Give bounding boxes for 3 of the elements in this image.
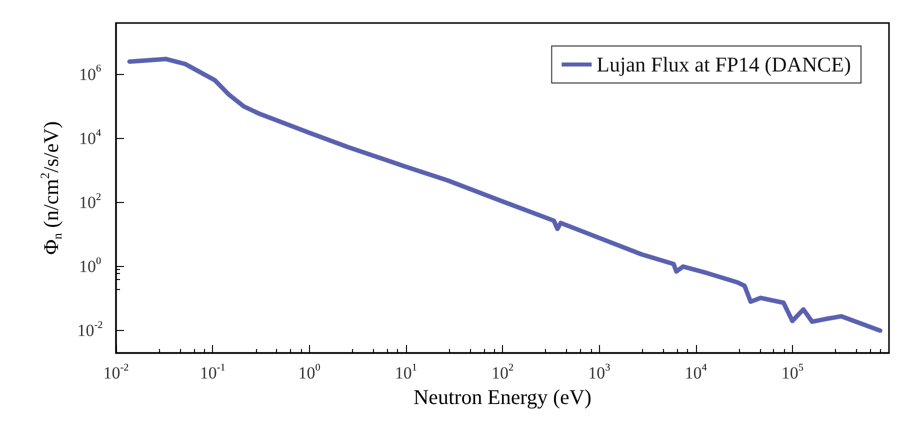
- x-axis-title: Neutron Energy (eV): [413, 385, 592, 409]
- y-axis-title: Φn (n/cm2/s/eV): [38, 121, 64, 255]
- legend-label: Lujan Flux at FP14 (DANCE): [596, 52, 852, 76]
